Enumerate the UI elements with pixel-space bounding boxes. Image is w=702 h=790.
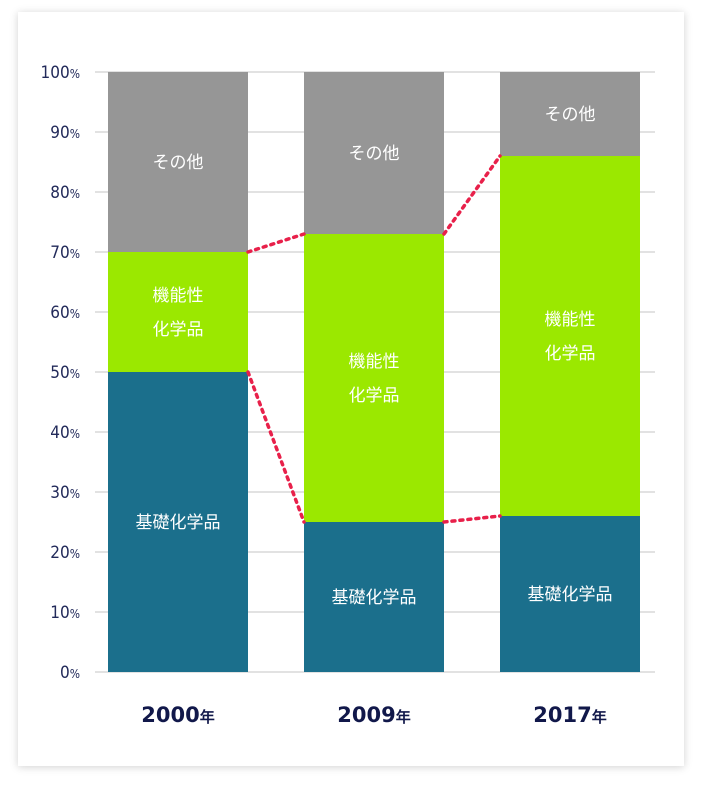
y-tick-label: 60%	[50, 303, 80, 323]
bar-segment-label: 機能性化学品	[153, 286, 204, 340]
x-category-label: 2017年	[533, 703, 606, 727]
connector-line	[442, 154, 502, 236]
bar-segment-label: 機能性化学品	[349, 352, 400, 406]
bar-segment	[108, 372, 248, 672]
connector-line	[246, 370, 306, 524]
bar-segment-label: 基礎化学品	[332, 588, 417, 608]
bar-segment-label: その他	[545, 105, 596, 125]
bar-segment	[500, 156, 640, 516]
bar-segment	[500, 516, 640, 672]
bar-segment-label: その他	[349, 144, 400, 164]
bar-segment	[304, 72, 444, 234]
y-tick-label: 70%	[50, 243, 80, 263]
bar-segment	[108, 72, 248, 252]
bar-segment	[304, 234, 444, 522]
connector-line	[246, 232, 306, 254]
y-tick-label: 50%	[50, 363, 80, 383]
y-tick-label: 10%	[50, 603, 80, 623]
x-category-label: 2000年	[141, 703, 214, 727]
connector-line	[442, 514, 502, 524]
y-tick-label: 90%	[50, 123, 80, 143]
x-category-label: 2009年	[337, 703, 410, 727]
bar-segment-label: 機能性化学品	[545, 310, 596, 364]
bar-segment	[108, 252, 248, 372]
bar-segment-label: その他	[153, 153, 204, 173]
y-tick-label: 30%	[50, 483, 80, 503]
bar-segment	[304, 522, 444, 672]
y-tick-label: 100%	[41, 63, 80, 83]
bar-segment	[500, 72, 640, 156]
bar-segment-label: 基礎化学品	[528, 585, 613, 605]
y-tick-label: 0%	[60, 663, 80, 683]
y-tick-label: 40%	[50, 423, 80, 443]
y-tick-label: 80%	[50, 183, 80, 203]
bar-segment-label: 基礎化学品	[136, 513, 221, 533]
y-tick-label: 20%	[50, 543, 80, 563]
